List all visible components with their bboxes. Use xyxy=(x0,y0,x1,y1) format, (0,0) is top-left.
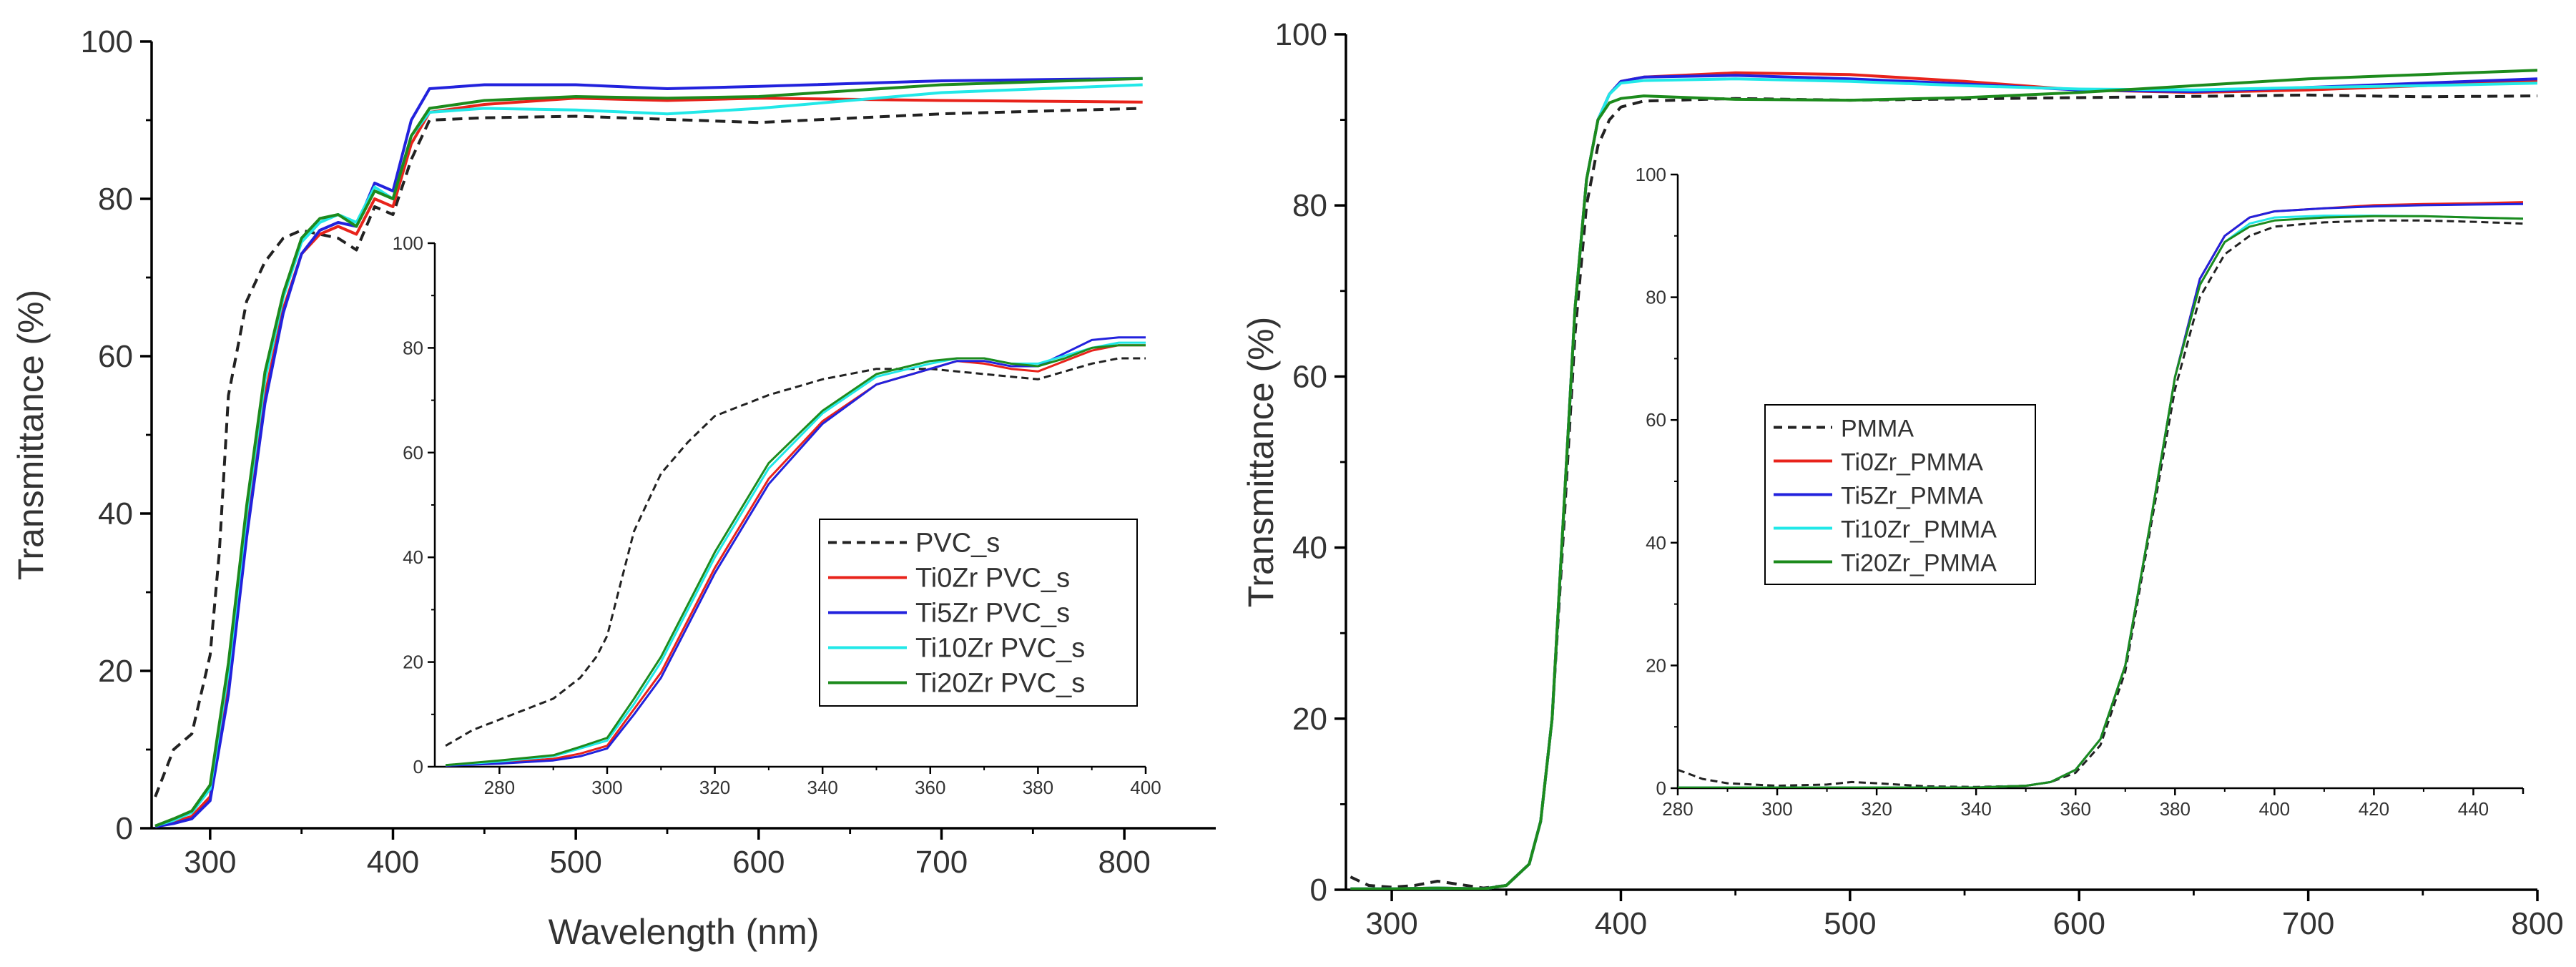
chart-1-y-tick-label: 40 xyxy=(403,546,423,568)
chart-1-x-tick-label: 300 xyxy=(591,777,622,798)
chart-3-y-tick-label: 0 xyxy=(1656,777,1666,799)
chart-3-x-tick-label: 380 xyxy=(2160,798,2191,820)
chart-3-series-group xyxy=(1678,201,2523,788)
chart-3-y-tick-label: 40 xyxy=(1646,532,1666,554)
chart-2-y-tick-label: 100 xyxy=(1275,17,1327,52)
chart-3-x-tick-label: 300 xyxy=(1761,798,1792,820)
legend-label-0-2: Ti5Zr PVC_s xyxy=(915,599,1070,629)
chart-3-y-tick-label: 80 xyxy=(1646,287,1666,308)
chart-3-x-tick-label: 400 xyxy=(2259,798,2290,820)
chart-1-x-tick-label: 360 xyxy=(915,777,945,798)
chart-0-x-tick-label: 700 xyxy=(915,845,968,880)
legend-label-0-4: Ti20Zr PVC_s xyxy=(915,669,1085,699)
legend-label-2-4: Ti20Zr_PMMA xyxy=(1841,550,1997,577)
chart-0-x-tick-label: 400 xyxy=(367,845,419,880)
chart-1-y-tick-label: 80 xyxy=(403,337,423,358)
chart-0-y-tick-label: 100 xyxy=(81,24,133,59)
chart-3-x-tick-label: 320 xyxy=(1861,798,1892,820)
chart-2-y-tick-label: 40 xyxy=(1292,531,1327,566)
legend-label-2-0: PMMA xyxy=(1841,416,1914,443)
chart-2-x-tick-label: 500 xyxy=(1824,906,1876,941)
chart-2-y-tick-label: 60 xyxy=(1292,359,1327,394)
chart-1-y-tick-label: 0 xyxy=(413,756,423,777)
chart-1-x-tick-label: 280 xyxy=(484,777,515,798)
chart-1-y-tick-label: 20 xyxy=(403,652,423,673)
chart-0-x-tick-label: 600 xyxy=(732,845,785,880)
chart-0-series-line-2 xyxy=(154,77,1143,828)
legend-label-2-2: Ti5Zr_PMMA xyxy=(1841,483,1983,510)
chart-3-series-line-4 xyxy=(1678,215,2523,788)
chart-3-x-tick-label: 420 xyxy=(2359,798,2389,820)
chart-3-x-tick-label: 340 xyxy=(1960,798,1991,820)
chart-1-series-line-3 xyxy=(445,341,1146,767)
chart-3-y-tick-label: 100 xyxy=(1636,164,1666,185)
chart-0-x-tick-label: 500 xyxy=(549,845,601,880)
legend-label-0-3: Ti10Zr PVC_s xyxy=(915,634,1085,664)
chart-0-series-line-0 xyxy=(154,107,1143,797)
chart-0-y-tick-label: 0 xyxy=(116,811,133,846)
chart-0-series-line-3 xyxy=(154,83,1143,828)
chart-1-series-group xyxy=(445,336,1146,767)
chart-2-x-tick-label: 400 xyxy=(1595,906,1647,941)
chart-3-x-tick-label: 280 xyxy=(1662,798,1693,820)
chart-3-x-tick-label: 360 xyxy=(2060,798,2091,820)
chart-1-series-line-4 xyxy=(445,344,1146,767)
chart-0-x-tick-label: 300 xyxy=(184,845,236,880)
chart-0-series-group xyxy=(154,77,1143,828)
chart-1-x-tick-label: 320 xyxy=(699,777,730,798)
chart-2-x-tick-label: 700 xyxy=(2282,906,2334,941)
legend-label-2-3: Ti10Zr_PMMA xyxy=(1841,516,1997,544)
chart-1-x-tick-label: 400 xyxy=(1130,777,1161,798)
chart-2-x-tick-label: 300 xyxy=(1365,906,1417,941)
chart-0-x-axis-title: Wavelength (nm) xyxy=(549,912,820,952)
chart-0-series-line-4 xyxy=(154,77,1143,828)
chart-2-x-tick-label: 800 xyxy=(2511,906,2563,941)
chart-0-y-axis-title: Transmittance (%) xyxy=(11,290,51,581)
chart-0-series-line-1 xyxy=(154,97,1143,828)
chart-1-x-tick-label: 380 xyxy=(1023,777,1053,798)
chart-2-x-tick-label: 600 xyxy=(2053,906,2105,941)
legend-label-0-1: Ti0Zr PVC_s xyxy=(915,564,1070,594)
chart-2-y-tick-label: 80 xyxy=(1292,188,1327,223)
chart-3-x-tick-label: 440 xyxy=(2458,798,2489,820)
chart-3-y-tick-label: 20 xyxy=(1646,654,1666,676)
chart-2-y-tick-label: 20 xyxy=(1292,702,1327,737)
chart-1-x-tick-label: 340 xyxy=(807,777,837,798)
chart-3-series-line-0 xyxy=(1678,219,2523,788)
legend-label-0-0: PVC_s xyxy=(915,529,1000,559)
chart-0-y-tick-label: 80 xyxy=(98,182,133,217)
chart-0-y-tick-label: 40 xyxy=(98,496,133,531)
chart-0-y-tick-label: 20 xyxy=(98,654,133,689)
chart-0-x-tick-label: 800 xyxy=(1098,845,1150,880)
chart-2-y-tick-label: 0 xyxy=(1310,873,1327,908)
chart-3-y-tick-label: 60 xyxy=(1646,409,1666,431)
chart-1-series-line-2 xyxy=(446,336,1146,767)
chart-2-y-axis-title: Transmittance (%) xyxy=(1241,317,1281,608)
chart-1-y-tick-label: 100 xyxy=(393,232,423,254)
chart-2-series-group xyxy=(1350,69,2537,890)
chart-0-y-tick-label: 60 xyxy=(98,339,133,374)
legend-label-2-1: Ti0Zr_PMMA xyxy=(1841,449,1983,476)
chart-1-y-tick-label: 60 xyxy=(403,442,423,463)
chart-2-series-line-4 xyxy=(1350,69,2537,890)
